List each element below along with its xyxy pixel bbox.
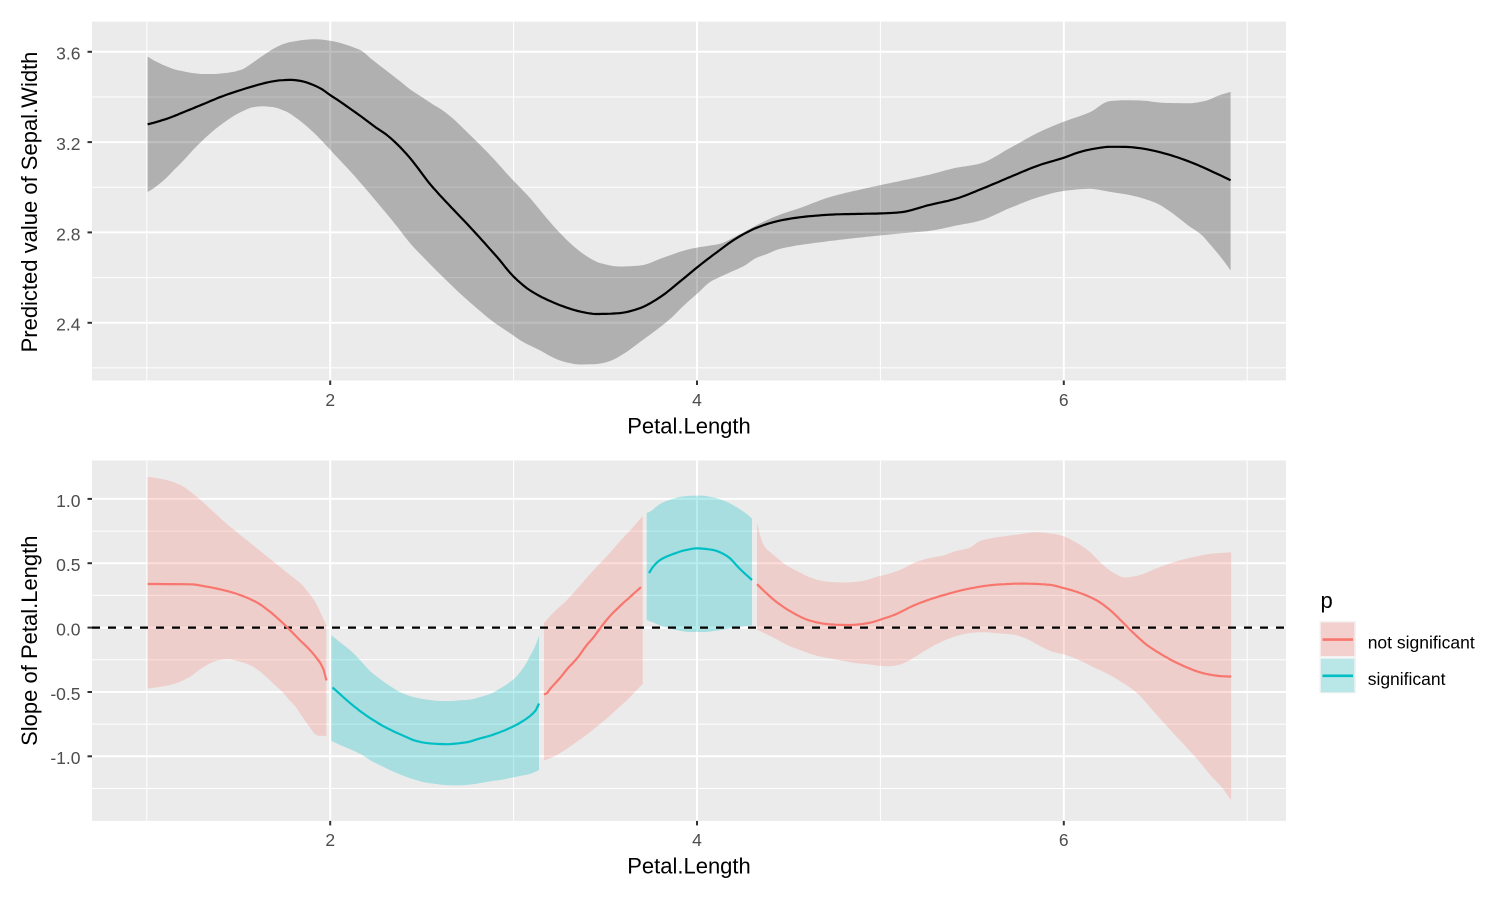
svg-text:4: 4	[692, 390, 702, 410]
svg-text:Predicted value of Sepal.Width: Predicted value of Sepal.Width	[17, 52, 42, 353]
svg-text:2: 2	[325, 390, 335, 410]
svg-text:2: 2	[325, 830, 335, 850]
svg-text:Slope of Petal.Length: Slope of Petal.Length	[17, 536, 42, 746]
svg-text:2.8: 2.8	[56, 224, 80, 244]
svg-text:0.0: 0.0	[56, 620, 81, 640]
svg-text:-0.5: -0.5	[50, 684, 80, 704]
svg-text:significant: significant	[1368, 669, 1446, 689]
svg-text:-1.0: -1.0	[50, 748, 80, 768]
svg-text:Petal.Length: Petal.Length	[627, 854, 751, 879]
svg-text:0.5: 0.5	[56, 555, 80, 575]
svg-text:3.6: 3.6	[56, 44, 80, 64]
svg-text:2.4: 2.4	[56, 315, 81, 335]
svg-text:6: 6	[1059, 830, 1069, 850]
svg-text:3.2: 3.2	[56, 134, 80, 154]
svg-text:p: p	[1321, 588, 1333, 613]
svg-text:6: 6	[1059, 390, 1069, 410]
svg-text:not significant: not significant	[1368, 633, 1475, 653]
svg-text:Petal.Length: Petal.Length	[627, 414, 751, 439]
svg-text:4: 4	[692, 830, 702, 850]
svg-text:1.0: 1.0	[56, 491, 81, 511]
